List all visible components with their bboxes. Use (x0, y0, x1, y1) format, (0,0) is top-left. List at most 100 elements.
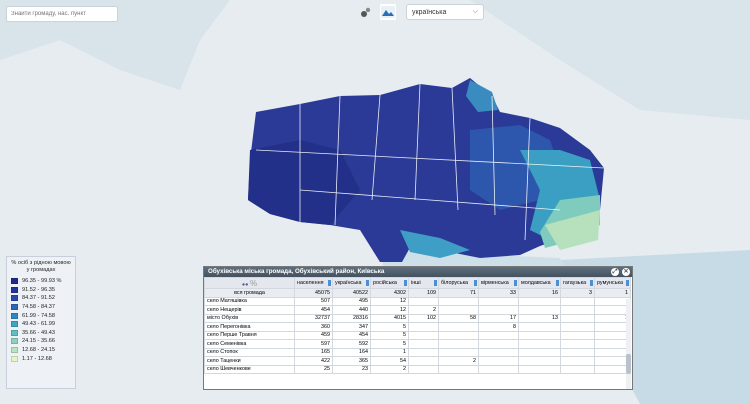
language-select[interactable]: українська ⌵ (406, 4, 484, 20)
sort-icon[interactable] (514, 280, 517, 286)
row-value (560, 330, 595, 340)
percent-toggle[interactable]: % (249, 278, 258, 288)
column-header[interactable]: російська (370, 277, 409, 289)
row-name: вся громада (204, 288, 295, 298)
table-row[interactable]: село Матяшівка 507 495 12 (204, 296, 631, 306)
legend-label: 96.35 - 99.93 % (22, 278, 62, 285)
row-value: 102 (408, 313, 439, 323)
column-header-label: вірменська (481, 280, 509, 286)
row-value (560, 305, 595, 315)
row-value (408, 322, 439, 332)
sort-icon[interactable] (590, 280, 593, 286)
row-value (518, 364, 561, 374)
header-icons: ●● % (204, 277, 295, 289)
sort-icon[interactable] (556, 280, 559, 286)
row-name: село Матяшівка (204, 296, 295, 306)
column-header-label: молдавська (521, 280, 551, 286)
table-row[interactable]: село Семенівка 597 592 5 (204, 339, 631, 349)
row-value (518, 356, 561, 366)
row-value: 454 (294, 305, 333, 315)
legend-item: 84.37 - 91.52 (11, 294, 71, 303)
row-value (560, 356, 595, 366)
row-value (518, 296, 561, 306)
row-value: 360 (294, 322, 333, 332)
map-style-button[interactable] (380, 4, 396, 20)
row-value (478, 330, 519, 340)
sort-icon[interactable] (366, 280, 369, 286)
sort-icon[interactable] (474, 280, 477, 286)
column-header-label: російська (373, 280, 397, 286)
row-value (560, 296, 595, 306)
legend-item: 35.66 - 49.43 (11, 329, 71, 338)
search-input[interactable] (6, 6, 118, 22)
row-value (438, 364, 479, 374)
sort-icon[interactable] (434, 280, 437, 286)
row-value: 32737 (294, 313, 333, 323)
row-value (478, 347, 519, 357)
row-value (560, 322, 595, 332)
column-header[interactable]: молдавська (518, 277, 561, 289)
column-header-label: українська (335, 280, 362, 286)
row-value: 12 (370, 305, 409, 315)
row-value: 5 (370, 330, 409, 340)
row-value: 5 (370, 339, 409, 349)
table-row[interactable]: село Перше Травня 459 454 5 (204, 330, 631, 340)
column-header[interactable]: вірменська (478, 277, 519, 289)
legend-label: 49.43 - 61.99 (22, 321, 55, 328)
column-header[interactable]: білоруська (438, 277, 479, 289)
row-value: 71 (438, 288, 479, 298)
column-header[interactable]: гагаузька (560, 277, 595, 289)
panel-header: Обухівська міська громада, Обухівський р… (204, 267, 632, 277)
table-row[interactable]: село Перегонівка 360 347 5 8 (204, 322, 631, 332)
sort-icon[interactable] (626, 280, 629, 286)
row-value: 164 (332, 347, 371, 357)
row-value (518, 305, 561, 315)
row-name: село Шевченкове (204, 364, 295, 374)
legend-swatch (11, 321, 18, 328)
column-header[interactable]: населення (294, 277, 333, 289)
row-value: 58 (438, 313, 479, 323)
column-header[interactable]: інші (408, 277, 439, 289)
column-header-label: населення (297, 280, 324, 286)
row-value: 25 (294, 364, 333, 374)
row-value: 23 (332, 364, 371, 374)
total-row[interactable]: вся громада 45075 40522 4302 109 71 33 16 3 1 (204, 288, 631, 298)
table-row[interactable]: село Нещерів 454 440 12 2 (204, 305, 631, 315)
table-row[interactable]: село Шевченкове 25 23 2 (204, 364, 631, 374)
legend-item: 74.58 - 84.37 (11, 303, 71, 312)
layers-button[interactable] (358, 4, 374, 20)
row-value: 3 (560, 288, 595, 298)
sort-icon[interactable] (404, 280, 407, 286)
legend-label: 91.52 - 96.35 (22, 286, 55, 293)
row-value: 40522 (332, 288, 371, 298)
map-icon (381, 6, 395, 18)
table-row[interactable]: село Стопок 165 164 1 (204, 347, 631, 357)
row-value (560, 339, 595, 349)
row-value (478, 296, 519, 306)
table-scrollbar[interactable] (626, 299, 631, 389)
chevron-down-icon: ⌵ (472, 8, 478, 15)
row-value: 347 (332, 322, 371, 332)
row-name: село Нещерів (204, 305, 295, 315)
legend-swatch (11, 278, 18, 285)
row-value: 54 (370, 356, 409, 366)
row-value: 454 (332, 330, 371, 340)
sort-icon[interactable] (328, 280, 331, 286)
column-header[interactable]: румунська (594, 277, 631, 289)
row-value (408, 364, 439, 374)
column-header[interactable]: українська (332, 277, 371, 289)
table-row[interactable]: село Таценки 422 365 54 2 (204, 356, 631, 366)
row-value (438, 305, 479, 315)
legend-label: 74.58 - 84.37 (22, 304, 55, 311)
table-row[interactable]: місто Обухів327372831640151025817131 (204, 313, 631, 323)
row-value: 365 (332, 356, 371, 366)
expand-icon[interactable]: ⤢ (611, 268, 619, 276)
legend-item: 96.35 - 99.93 % (11, 277, 71, 286)
close-icon[interactable]: ✕ (622, 268, 630, 276)
row-value: 17 (478, 313, 519, 323)
legend-swatch (11, 329, 18, 336)
row-name: село Перше Травня (204, 330, 295, 340)
row-value (438, 322, 479, 332)
row-value (560, 364, 595, 374)
